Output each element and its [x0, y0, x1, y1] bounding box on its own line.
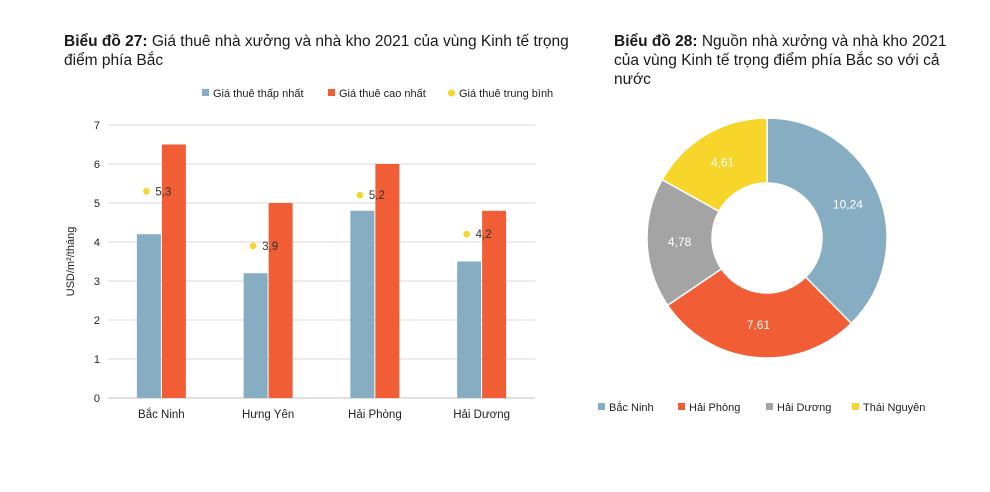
x-tick-label: Hải Dương	[453, 409, 510, 421]
donut-slice	[661, 117, 768, 213]
bar-max	[482, 210, 507, 398]
legend-label: Thái Nguyên	[863, 402, 925, 414]
x-tick-label: Hải Phòng	[348, 409, 402, 421]
y-tick-label: 3	[94, 276, 100, 288]
x-tick-label: Hưng Yên	[242, 409, 294, 421]
bar-chart-title: Biểu đồ 27: Giá thuê nhà xưởng và nhà kh…	[64, 32, 584, 70]
legend-label: Giá thuê cao nhất	[339, 88, 426, 100]
bar-max	[375, 164, 400, 398]
avg-point	[356, 191, 364, 199]
avg-data-label: 5,3	[155, 186, 171, 198]
donut-chart-title-text: Nguồn nhà xưởng và nhà kho 2021 của vùng…	[614, 33, 947, 88]
legend-swatch	[598, 403, 605, 410]
avg-data-label: 5,2	[369, 190, 385, 202]
donut-chart-title: Biểu đồ 28: Nguồn nhà xưởng và nhà kho 2…	[614, 32, 964, 89]
slice-value-label: 7,61	[747, 318, 771, 332]
legend-swatch	[448, 89, 455, 97]
legend-swatch	[678, 403, 685, 410]
legend-swatch	[852, 403, 859, 410]
donut-slice	[666, 267, 853, 359]
legend-label: Giá thuê trung bình	[459, 88, 553, 100]
bar-chart-title-bold: Biểu đồ 27:	[64, 33, 148, 50]
x-tick-label: Bắc Ninh	[138, 408, 185, 421]
legend-label: Bắc Ninh	[609, 401, 654, 414]
slice-value-label: 4,78	[668, 235, 692, 249]
y-axis-label: USD/m²/tháng	[65, 227, 77, 297]
legend-label: Hải Dương	[777, 402, 831, 414]
bar-chart-title-text: Giá thuê nhà xưởng và nhà kho 2021 của v…	[64, 33, 569, 69]
donut-slice	[646, 178, 723, 307]
donut-chart-title-bold: Biểu đồ 28:	[614, 33, 698, 50]
legend-swatch	[202, 89, 209, 96]
y-tick-label: 4	[94, 237, 100, 249]
y-tick-label: 1	[94, 354, 100, 366]
bar-min	[136, 234, 161, 398]
legend-swatch	[766, 403, 773, 410]
legend-label: Giá thuê thấp nhất	[213, 88, 304, 100]
donut-slice	[766, 117, 888, 325]
bar-min	[243, 273, 268, 398]
y-tick-label: 2	[94, 315, 100, 327]
bar-max	[161, 144, 186, 398]
y-tick-label: 7	[94, 120, 100, 132]
avg-point	[463, 230, 470, 238]
avg-point	[249, 242, 257, 250]
slice-value-label: 10,24	[833, 198, 863, 212]
avg-data-label: 3,9	[262, 241, 278, 253]
bar-min	[457, 261, 482, 398]
y-tick-label: 5	[94, 198, 100, 210]
bar-max	[268, 203, 293, 398]
legend-swatch	[328, 89, 335, 96]
avg-data-label: 4,2	[476, 229, 492, 241]
legend-label: Hải Phòng	[689, 402, 740, 414]
bar-min	[350, 210, 375, 398]
slice-value-label: 4,61	[711, 156, 735, 170]
y-tick-label: 6	[94, 159, 100, 171]
avg-point	[143, 188, 150, 195]
y-tick-label: 0	[94, 393, 100, 405]
